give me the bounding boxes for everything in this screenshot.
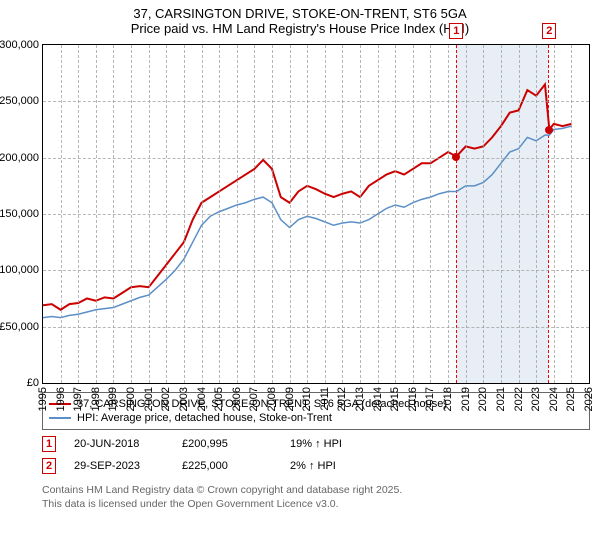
gridline-v xyxy=(536,45,537,383)
gridline-v xyxy=(519,45,520,383)
x-tick-label: 2014 xyxy=(372,387,384,411)
x-tick-label: 2007 xyxy=(248,387,260,411)
gridline-v xyxy=(237,45,238,383)
y-tick-label: £100,000 xyxy=(0,264,39,276)
sale-row: 2 29-SEP-2023 £225,000 2% ↑ HPI xyxy=(42,458,590,474)
sale-date: 29-SEP-2023 xyxy=(74,460,164,472)
x-tick-label: 2002 xyxy=(160,387,172,411)
gridline-v xyxy=(325,45,326,383)
x-tick-label: 2015 xyxy=(389,387,401,411)
sale-price: £225,000 xyxy=(182,460,272,472)
gridline-h xyxy=(43,327,589,328)
x-tick-label: 1999 xyxy=(107,387,119,411)
sale-point-dot xyxy=(545,126,553,134)
x-tick-label: 2018 xyxy=(442,387,454,411)
x-tick-label: 2013 xyxy=(354,387,366,411)
gridline-v xyxy=(413,45,414,383)
x-tick-label: 2005 xyxy=(213,387,225,411)
x-tick-label: 2021 xyxy=(495,387,507,411)
gridline-v xyxy=(184,45,185,383)
gridline-v xyxy=(448,45,449,383)
x-tick-label: 2019 xyxy=(460,387,472,411)
y-tick-label: £50,000 xyxy=(0,321,39,333)
gridline-h xyxy=(43,101,589,102)
x-tick-label: 2017 xyxy=(424,387,436,411)
gridline-v xyxy=(466,45,467,383)
x-tick-label: 2000 xyxy=(125,387,137,411)
x-tick-label: 2004 xyxy=(196,387,208,411)
x-tick-label: 2023 xyxy=(530,387,542,411)
x-tick-label: 2001 xyxy=(143,387,155,411)
gridline-v xyxy=(78,45,79,383)
footer-line-2: This data is licensed under the Open Gov… xyxy=(42,498,590,512)
x-tick-label: 1997 xyxy=(72,387,84,411)
sales-table: 1 20-JUN-2018 £200,995 19% ↑ HPI 2 29-SEP-202… xyxy=(0,436,600,474)
gridline-v xyxy=(360,45,361,383)
gridline-v xyxy=(483,45,484,383)
gridline-v xyxy=(254,45,255,383)
x-tick-label: 2009 xyxy=(284,387,296,411)
gridline-v xyxy=(149,45,150,383)
x-tick-label: 2003 xyxy=(178,387,190,411)
title-line-2: Price paid vs. HM Land Registry's House … xyxy=(0,21,600,36)
gridline-v xyxy=(113,45,114,383)
sale-row: 1 20-JUN-2018 £200,995 19% ↑ HPI xyxy=(42,436,590,452)
x-tick-label: 2006 xyxy=(231,387,243,411)
chart-plot-area: £0£50,000£100,000£150,000£200,000£250,00… xyxy=(42,44,590,384)
gridline-v xyxy=(290,45,291,383)
x-tick-label: 1996 xyxy=(55,387,67,411)
x-tick-label: 2011 xyxy=(319,387,331,411)
gridline-v xyxy=(378,45,379,383)
legend-swatch-hpi xyxy=(49,417,71,419)
sale-price: £200,995 xyxy=(182,438,272,450)
gridline-v xyxy=(307,45,308,383)
gridline-v xyxy=(501,45,502,383)
sale-marker: 2 xyxy=(42,458,56,474)
y-tick-label: £150,000 xyxy=(0,208,39,220)
x-tick-label: 2025 xyxy=(565,387,577,411)
legend-label-hpi: HPI: Average price, detached house, Stok… xyxy=(77,412,332,424)
y-tick-label: £250,000 xyxy=(0,95,39,107)
gridline-v xyxy=(430,45,431,383)
gridline-v xyxy=(272,45,273,383)
footer-line-1: Contains HM Land Registry data © Crown c… xyxy=(42,484,590,498)
legend-row-hpi: HPI: Average price, detached house, Stok… xyxy=(49,411,583,425)
gridline-v xyxy=(342,45,343,383)
x-tick-label: 2008 xyxy=(266,387,278,411)
x-tick-label: 2012 xyxy=(336,387,348,411)
x-tick-label: 2010 xyxy=(301,387,313,411)
gridline-h xyxy=(43,214,589,215)
x-tick-label: 2016 xyxy=(407,387,419,411)
sale-delta: 19% ↑ HPI xyxy=(290,438,380,450)
sale-marker: 1 xyxy=(42,436,56,452)
x-tick-label: 2026 xyxy=(583,387,595,411)
sale-delta: 2% ↑ HPI xyxy=(290,460,380,472)
gridline-h xyxy=(43,270,589,271)
x-tick-label: 1995 xyxy=(37,387,49,411)
x-tick-label: 2024 xyxy=(548,387,560,411)
gridline-v xyxy=(571,45,572,383)
title-line-1: 37, CARSINGTON DRIVE, STOKE-ON-TRENT, ST… xyxy=(0,6,600,21)
gridline-v xyxy=(61,45,62,383)
gridline-v xyxy=(96,45,97,383)
title-block: 37, CARSINGTON DRIVE, STOKE-ON-TRENT, ST… xyxy=(0,0,600,36)
gridline-h xyxy=(43,158,589,159)
footer-block: Contains HM Land Registry data © Crown c… xyxy=(42,484,590,511)
y-tick-label: £200,000 xyxy=(0,152,39,164)
gridline-v xyxy=(219,45,220,383)
sale-callout: 2 xyxy=(542,23,556,39)
gridline-v xyxy=(131,45,132,383)
x-tick-label: 1998 xyxy=(90,387,102,411)
gridline-v xyxy=(166,45,167,383)
x-tick-label: 2020 xyxy=(477,387,489,411)
sale-point-dot xyxy=(452,153,460,161)
gridline-v xyxy=(395,45,396,383)
sale-date: 20-JUN-2018 xyxy=(74,438,164,450)
gridline-v xyxy=(202,45,203,383)
gridline-v xyxy=(554,45,555,383)
sale-callout: 1 xyxy=(449,23,463,39)
y-tick-label: £300,000 xyxy=(0,39,39,51)
chart-container: 37, CARSINGTON DRIVE, STOKE-ON-TRENT, ST… xyxy=(0,0,600,560)
x-tick-label: 2022 xyxy=(513,387,525,411)
